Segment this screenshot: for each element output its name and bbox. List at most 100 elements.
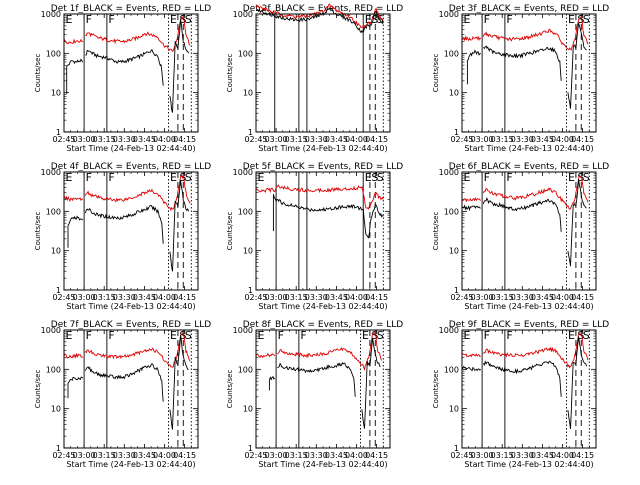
x-tick-label: 03:15 [491,293,514,302]
x-tick-label: 03:00 [73,293,96,302]
series-lld-line [483,332,589,369]
series-events-line [268,375,276,391]
series-lld-line [255,352,276,359]
marker-label: E [365,171,372,184]
series-events-line [567,23,587,109]
x-tick-label: 04:00 [153,135,176,144]
x-tick-label: 02:45 [244,293,267,302]
series-events-line [482,197,562,232]
x-tick-label: 04:15 [365,135,388,144]
series-events-line [567,179,587,267]
x-axis-label: Start Time (24-Feb-13 02:44:40) [464,460,593,469]
plot-frame [255,329,391,449]
y-axis-label: Counts/sec [34,212,42,251]
panel-title: Det 2f_BLACK = Events, RED = LLD [243,4,403,14]
x-tick-label: 03:45 [325,451,348,460]
series-events-line [272,194,384,239]
y-tick-label: 1 [454,128,459,137]
x-tick-label: 03:00 [73,135,96,144]
x-tick-label: 03:30 [305,135,328,144]
panel-title: Det 7f_BLACK = Events, RED = LLD [51,320,211,330]
x-tick-label: 04:15 [173,451,196,460]
y-tick-label: 10 [51,405,61,414]
y-tick-label: 10 [243,405,253,414]
series-lld-line [461,353,482,358]
series-lld-line [85,15,191,53]
y-tick-label: 100 [444,49,459,58]
x-tick-label: 03:00 [471,293,494,302]
x-tick-label: 04:00 [551,293,574,302]
panel-title: Det 6f_BLACK = Events, RED = LLD [449,162,609,172]
y-tick-label: 10 [243,247,253,256]
x-tick-label: 04:15 [365,451,388,460]
x-tick-label: 04:15 [571,293,594,302]
marker-label: E [170,13,177,26]
series-lld-line [255,3,384,30]
y-tick-label: 1000 [233,326,253,335]
x-tick-label: 03:30 [511,293,534,302]
marker-label: E [568,329,575,342]
y-tick-label: 100 [238,365,253,374]
y-tick-label: 100 [238,49,253,58]
x-tick-label: 02:45 [52,293,75,302]
plot-frame [63,329,199,449]
marker-label: F [278,329,284,342]
series-events-line [461,365,482,372]
series-events-line [67,215,84,248]
y-tick-label: 1 [454,286,459,295]
y-tick-label: 10 [449,247,459,256]
marker-label: E [66,329,73,342]
x-tick-label: 04:00 [345,293,368,302]
marker-label: S [377,329,384,342]
x-tick-label: 02:45 [244,451,267,460]
y-tick-label: 100 [444,207,459,216]
x-tick-label: 03:15 [93,293,116,302]
y-axis-label: Counts/sec [226,212,234,251]
series-lld-line [63,38,83,45]
plot-frame [255,13,391,133]
y-axis-label: Counts/sec [226,370,234,409]
plot-frame [461,329,597,449]
marker-label: E [464,329,471,342]
marker-label: F [484,329,490,342]
x-tick-label: 03:45 [325,135,348,144]
x-tick-label: 03:45 [133,293,156,302]
x-axis-label: Start Time (24-Feb-13 02:44:40) [464,302,593,311]
marker-label: E [365,13,372,26]
series-events-line [483,45,562,81]
series-lld-line [482,174,589,210]
y-tick-label: 1000 [41,10,61,19]
x-tick-label: 03:30 [305,293,328,302]
y-tick-label: 100 [46,207,61,216]
panel-7: Det 7f_BLACK = Events, RED = LLD Counts/s… [34,320,211,469]
x-tick-label: 03:15 [491,135,514,144]
marker-label: F [108,13,114,26]
x-tick-label: 03:45 [133,451,156,460]
y-tick-label: 10 [51,247,61,256]
x-axis-label: Start Time (24-Feb-13 02:44:40) [66,144,195,153]
x-tick-label: 02:45 [52,451,75,460]
x-tick-label: 04:00 [153,293,176,302]
series-events-line [169,18,190,113]
y-tick-label: 100 [46,49,61,58]
marker-label: F [484,171,490,184]
panel-title: Det 3f_BLACK = Events, RED = LLD [449,4,609,14]
x-axis-label: Start Time (24-Feb-13 02:44:40) [464,144,593,153]
x-tick-label: 04:15 [173,135,196,144]
marker-label: E [66,171,73,184]
x-axis-label: Start Time (24-Feb-13 02:44:40) [66,302,195,311]
panel-4: Det 4f_BLACK = Events, RED = LLD Counts/s… [34,162,211,311]
y-axis-label: Counts/sec [34,54,42,93]
marker-label: S [185,171,192,184]
x-tick-label: 02:45 [450,135,473,144]
marker-label: E [568,171,575,184]
x-tick-label: 03:00 [471,451,494,460]
x-axis-label: Start Time (24-Feb-13 02:44:40) [258,144,387,153]
x-tick-label: 02:45 [450,293,473,302]
series-lld-line [461,35,482,42]
x-tick-label: 02:45 [244,135,267,144]
panel-title: Det 9f_BLACK = Events, RED = LLD [449,320,609,330]
marker-label: S [377,13,384,26]
y-tick-label: 1 [248,128,253,137]
marker-label: E [66,13,73,26]
